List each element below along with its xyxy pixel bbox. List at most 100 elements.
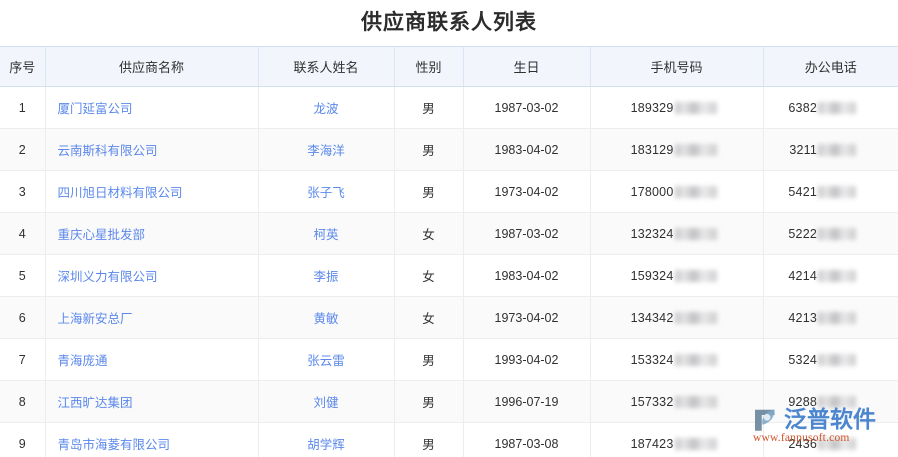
office-phone-cell-redaction-blur [818, 185, 856, 198]
office-phone-cell-redaction-blur [818, 395, 856, 408]
mobile-number-cell-visible-digits: 183129 [630, 142, 674, 157]
mobile-number-cell: 134342 [590, 296, 764, 339]
contact-name-link[interactable]: 张云雷 [258, 338, 395, 381]
mobile-number-cell-value-wrap: 157332 [631, 395, 751, 409]
mobile-number-cell: 189329 [590, 86, 764, 129]
birthday-cell: 1987-03-08 [463, 422, 591, 457]
birthday-cell: 1973-04-02 [463, 296, 591, 339]
office-phone-cell: 5324 [763, 338, 898, 381]
contact-name-link[interactable]: 黄敏 [258, 296, 395, 339]
birthday-cell: 1973-04-02 [463, 170, 591, 213]
table-row[interactable]: 4 重庆心星批发部 柯英女 1987-03-02 132324 5222 [0, 212, 898, 255]
contact-name-link[interactable]: 李海洋 [258, 128, 395, 171]
column-index-header[interactable]: 序号 [0, 46, 46, 87]
mobile-number-cell-visible-digits: 153324 [630, 352, 674, 367]
office-phone-cell-value-wrap: 9288 [788, 395, 886, 409]
gender-cell: 男 [394, 380, 464, 423]
supplier-name-link[interactable]: 深圳义力有限公司 [45, 254, 259, 297]
column-supplier-name-header[interactable]: 供应商名称 [45, 46, 259, 87]
office-phone-cell-value-wrap: 2436 [788, 437, 886, 451]
gender-cell: 女 [394, 296, 464, 339]
office-phone-cell: 4213 [763, 296, 898, 339]
row-index-cell: 5 [0, 254, 46, 297]
office-phone-cell: 3211 [763, 128, 898, 171]
birthday-cell: 1983-04-02 [463, 128, 591, 171]
table-row[interactable]: 2 云南斯科有限公司 李海洋男 1983-04-02 183129 3211 [0, 128, 898, 171]
supplier-name-link[interactable]: 云南斯科有限公司 [45, 128, 259, 171]
mobile-number-cell-visible-digits: 178000 [630, 184, 674, 199]
office-phone-cell-value-wrap: 4213 [788, 311, 886, 325]
mobile-number-cell-redaction-blur [674, 437, 717, 450]
office-phone-cell-redaction-blur [818, 143, 856, 156]
table-header-row: 序号 供应商名称 联系人姓名 性别 生日 手机号码 办公电话 [0, 46, 898, 87]
mobile-number-cell-visible-digits: 189329 [630, 100, 674, 115]
contact-name-link[interactable]: 龙波 [258, 86, 395, 129]
supplier-contact-table: 序号 供应商名称 联系人姓名 性别 生日 手机号码 办公电话 1 厦门延富公司 龙波男 1987-… [0, 46, 898, 457]
row-index-cell: 1 [0, 86, 46, 129]
contact-name-link[interactable]: 柯英 [258, 212, 395, 255]
table-row[interactable]: 3 四川旭日材料有限公司 张子飞男 1973-04-02 178000 5421 [0, 170, 898, 213]
supplier-name-link[interactable]: 青岛市海菱有限公司 [45, 422, 259, 457]
contact-name-link[interactable]: 李振 [258, 254, 395, 297]
mobile-number-cell: 153324 [590, 338, 764, 381]
mobile-number-cell-value-wrap: 189329 [631, 101, 751, 115]
mobile-number-cell-visible-digits: 134342 [630, 310, 674, 325]
office-phone-cell: 6382 [763, 86, 898, 129]
office-phone-cell-redaction-blur [818, 353, 856, 366]
office-phone-cell-visible-digits: 9288 [788, 394, 817, 409]
table-row[interactable]: 6 上海新安总厂 黄敏女 1973-04-02 134342 4213 [0, 296, 898, 339]
birthday-cell: 1987-03-02 [463, 86, 591, 129]
office-phone-cell: 9288 [763, 380, 898, 423]
row-index-cell: 2 [0, 128, 46, 171]
table-row[interactable]: 9 青岛市海菱有限公司 胡学辉男 1987-03-08 187423 2436 [0, 422, 898, 457]
office-phone-cell-redaction-blur [818, 227, 856, 240]
contact-name-link[interactable]: 胡学辉 [258, 422, 395, 457]
mobile-number-cell: 178000 [590, 170, 764, 213]
column-gender-header[interactable]: 性别 [394, 46, 464, 87]
mobile-number-cell: 157332 [590, 380, 764, 423]
mobile-number-cell-redaction-blur [674, 227, 717, 240]
office-phone-cell-value-wrap: 5324 [788, 353, 886, 367]
office-phone-cell: 2436 [763, 422, 898, 457]
office-phone-cell-redaction-blur [818, 101, 856, 114]
table-row[interactable]: 7 青海庞通 张云雷男 1993-04-02 153324 5324 [0, 338, 898, 381]
column-mobile-header[interactable]: 手机号码 [590, 46, 764, 87]
mobile-number-cell-visible-digits: 132324 [630, 226, 674, 241]
office-phone-cell-visible-digits: 5222 [788, 226, 817, 241]
mobile-number-cell-value-wrap: 159324 [631, 269, 751, 283]
column-contact-name-header[interactable]: 联系人姓名 [258, 46, 395, 87]
office-phone-cell-value-wrap: 5421 [788, 185, 886, 199]
supplier-name-link[interactable]: 青海庞通 [45, 338, 259, 381]
office-phone-cell: 5222 [763, 212, 898, 255]
table-row[interactable]: 8 江西旷达集团 刘健男 1996-07-19 157332 9288 [0, 380, 898, 423]
gender-cell: 女 [394, 212, 464, 255]
mobile-number-cell: 183129 [590, 128, 764, 171]
supplier-name-link[interactable]: 四川旭日材料有限公司 [45, 170, 259, 213]
table-row[interactable]: 1 厦门延富公司 龙波男 1987-03-02 189329 6382 [0, 86, 898, 129]
table-row[interactable]: 5 深圳义力有限公司 李振女 1983-04-02 159324 4214 [0, 254, 898, 297]
office-phone-cell-value-wrap: 6382 [788, 101, 886, 115]
supplier-name-link[interactable]: 上海新安总厂 [45, 296, 259, 339]
row-index-cell: 9 [0, 422, 46, 457]
supplier-name-link[interactable]: 厦门延富公司 [45, 86, 259, 129]
contact-name-link[interactable]: 张子飞 [258, 170, 395, 213]
mobile-number-cell: 159324 [590, 254, 764, 297]
birthday-cell: 1983-04-02 [463, 254, 591, 297]
supplier-name-link[interactable]: 江西旷达集团 [45, 380, 259, 423]
row-index-cell: 6 [0, 296, 46, 339]
mobile-number-cell: 187423 [590, 422, 764, 457]
mobile-number-cell: 132324 [590, 212, 764, 255]
row-index-cell: 8 [0, 380, 46, 423]
birthday-cell: 1987-03-02 [463, 212, 591, 255]
mobile-number-cell-visible-digits: 159324 [630, 268, 674, 283]
mobile-number-cell-visible-digits: 157332 [630, 394, 674, 409]
column-office-phone-header[interactable]: 办公电话 [763, 46, 898, 87]
office-phone-cell: 4214 [763, 254, 898, 297]
contact-name-link[interactable]: 刘健 [258, 380, 395, 423]
office-phone-cell-visible-digits: 6382 [788, 100, 817, 115]
column-birthday-header[interactable]: 生日 [463, 46, 591, 87]
supplier-name-link[interactable]: 重庆心星批发部 [45, 212, 259, 255]
birthday-cell: 1996-07-19 [463, 380, 591, 423]
office-phone-cell-value-wrap: 4214 [788, 269, 886, 283]
